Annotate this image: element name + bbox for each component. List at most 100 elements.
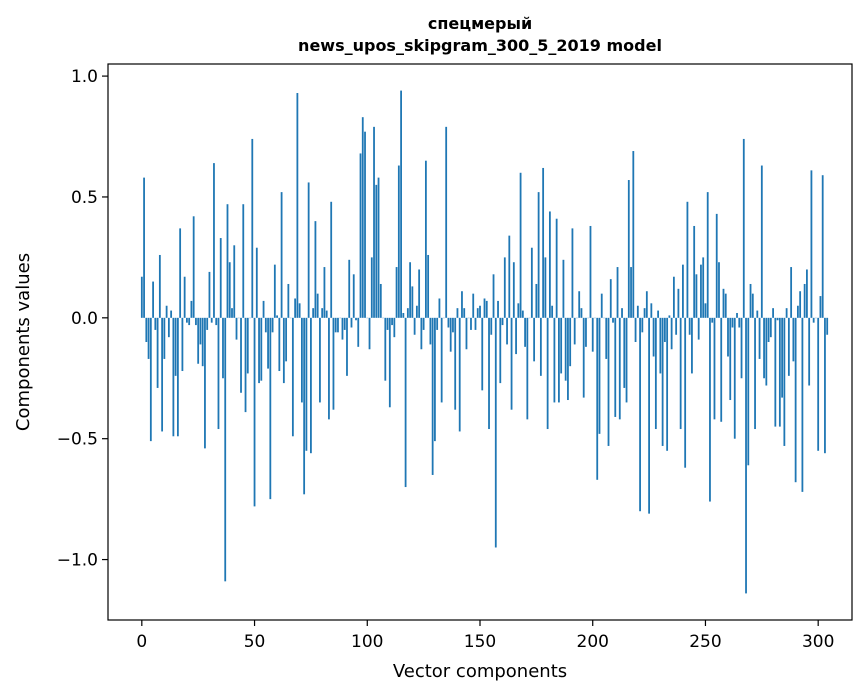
bar-10 xyxy=(163,318,165,359)
bar-47 xyxy=(247,318,249,374)
bar-237 xyxy=(675,318,677,335)
bar-300 xyxy=(817,318,819,451)
bar-164 xyxy=(511,318,513,410)
bar-202 xyxy=(596,318,598,480)
bar-194 xyxy=(578,291,580,318)
bar-289 xyxy=(792,318,794,362)
bar-33 xyxy=(215,318,217,325)
bar-70 xyxy=(299,303,301,318)
bar-27 xyxy=(202,318,204,366)
bar-221 xyxy=(639,318,641,511)
bar-106 xyxy=(380,284,382,318)
bar-156 xyxy=(493,274,495,318)
bar-227 xyxy=(653,318,655,357)
bar-87 xyxy=(337,318,339,333)
bar-243 xyxy=(689,318,691,335)
bar-224 xyxy=(646,291,648,318)
bar-215 xyxy=(626,318,628,403)
bar-253 xyxy=(711,318,713,323)
bar-98 xyxy=(362,117,364,318)
bar-42 xyxy=(236,318,238,340)
bar-148 xyxy=(475,318,477,330)
bar-180 xyxy=(547,318,549,429)
bar-143 xyxy=(463,308,465,318)
bar-228 xyxy=(655,318,657,429)
y-tick-label: −0.5 xyxy=(57,430,98,450)
bar-179 xyxy=(544,257,546,317)
bar-8 xyxy=(159,255,161,318)
bar-275 xyxy=(761,166,763,318)
bar-254 xyxy=(714,318,716,420)
bar-0 xyxy=(141,277,143,318)
bar-149 xyxy=(477,308,479,318)
bar-101 xyxy=(369,318,371,349)
bar-232 xyxy=(664,318,666,342)
bar-295 xyxy=(806,269,808,317)
bar-234 xyxy=(668,315,670,317)
bar-63 xyxy=(283,318,285,383)
bar-294 xyxy=(804,284,806,318)
x-axis-label: Vector components xyxy=(393,661,567,682)
bar-109 xyxy=(387,318,389,330)
bar-190 xyxy=(569,318,571,366)
bar-64 xyxy=(285,318,287,362)
bar-167 xyxy=(517,303,519,318)
bar-39 xyxy=(229,262,231,318)
bar-151 xyxy=(481,318,483,391)
bar-188 xyxy=(565,318,567,381)
bar-7 xyxy=(157,318,159,388)
bar-178 xyxy=(542,168,544,318)
bar-173 xyxy=(531,248,533,318)
bar-242 xyxy=(687,202,689,318)
bar-81 xyxy=(324,267,326,318)
bar-56 xyxy=(267,318,269,369)
bar-235 xyxy=(671,318,673,349)
bar-303 xyxy=(824,318,826,453)
bar-293 xyxy=(802,318,804,492)
bar-94 xyxy=(353,274,355,318)
bar-74 xyxy=(308,182,310,317)
bar-31 xyxy=(211,318,213,323)
bar-195 xyxy=(581,308,583,318)
bar-213 xyxy=(621,308,623,318)
y-tick-label: 0.0 xyxy=(71,309,98,329)
bar-30 xyxy=(209,272,211,318)
chart-title-line-1: спецмерый xyxy=(428,14,532,33)
bar-270 xyxy=(750,284,752,318)
bar-124 xyxy=(420,318,422,349)
bar-37 xyxy=(224,318,226,581)
bar-24 xyxy=(195,318,197,325)
bar-256 xyxy=(718,262,720,318)
bar-269 xyxy=(747,318,749,465)
bar-220 xyxy=(637,306,639,318)
bar-72 xyxy=(303,318,305,494)
bar-182 xyxy=(551,306,553,318)
bar-160 xyxy=(502,318,504,325)
bar-153 xyxy=(486,301,488,318)
bar-95 xyxy=(355,318,357,320)
bar-69 xyxy=(296,93,298,318)
bar-152 xyxy=(484,298,486,317)
bar-115 xyxy=(400,91,402,318)
bar-18 xyxy=(182,318,184,371)
bar-271 xyxy=(752,294,754,318)
bar-52 xyxy=(258,318,260,383)
bar-219 xyxy=(635,318,637,342)
bar-46 xyxy=(245,318,247,412)
bar-279 xyxy=(770,318,772,337)
bar-212 xyxy=(619,318,621,420)
bar-161 xyxy=(504,257,506,317)
bar-92 xyxy=(348,260,350,318)
bar-174 xyxy=(533,318,535,362)
bar-1 xyxy=(143,178,145,318)
bar-249 xyxy=(702,257,704,317)
bar-65 xyxy=(287,284,289,318)
bar-230 xyxy=(659,318,661,374)
bar-58 xyxy=(272,318,274,333)
bar-298 xyxy=(813,318,815,323)
bar-116 xyxy=(402,313,404,318)
bar-28 xyxy=(204,318,206,449)
bar-288 xyxy=(790,267,792,318)
bar-126 xyxy=(425,161,427,318)
